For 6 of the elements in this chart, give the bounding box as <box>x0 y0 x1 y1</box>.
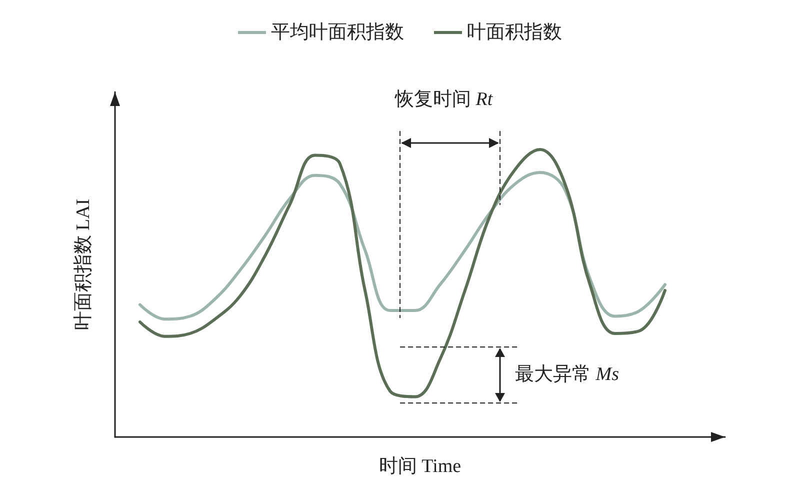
legend-label: 平均叶面积指数 <box>271 22 404 43</box>
legend-label: 叶面积指数 <box>467 22 562 43</box>
y-axis-title: 叶面积指数 LAI <box>73 198 94 330</box>
x-axis-title: 时间 Time <box>378 456 462 477</box>
annotation: 最大异常 Ms <box>515 364 619 385</box>
text: 恢复时间 Rt <box>394 89 494 110</box>
